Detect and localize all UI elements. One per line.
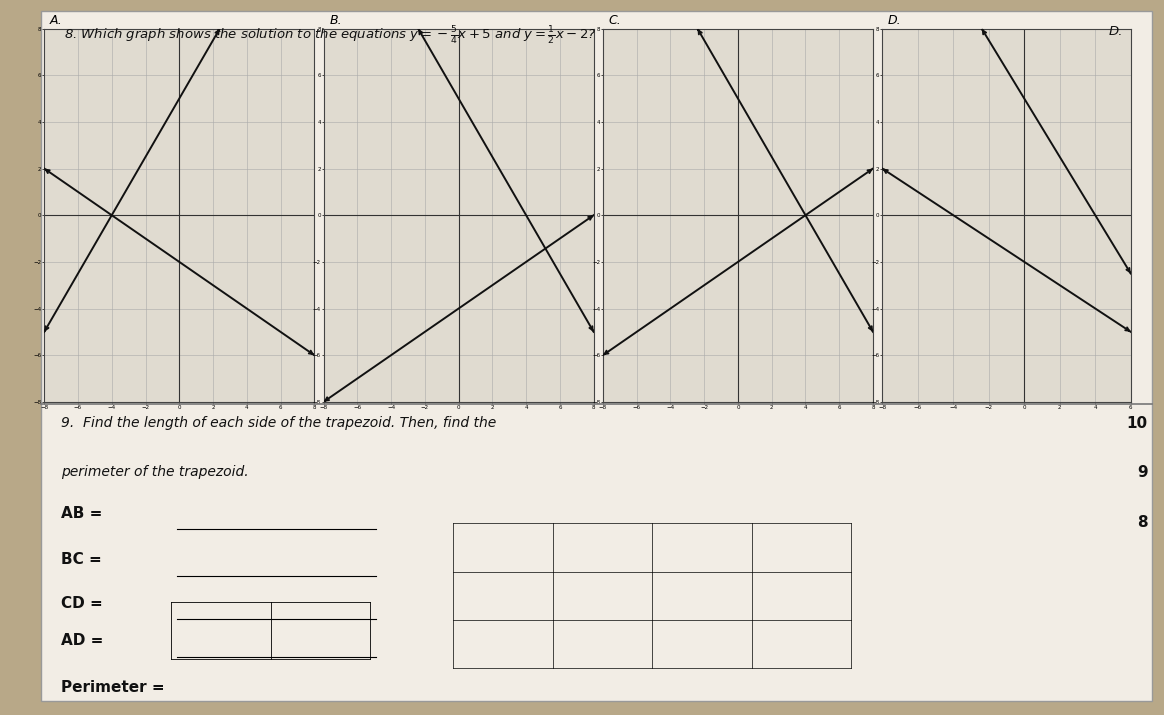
Text: B.: B.	[329, 14, 342, 27]
Text: BC =: BC =	[61, 552, 101, 567]
Text: C.: C.	[609, 14, 622, 27]
Text: 8. Which graph shows the solution to the equations $y = -\frac{5}{4}x + 5$ and $: 8. Which graph shows the solution to the…	[64, 25, 597, 47]
Text: 9.  Find the length of each side of the trapezoid. Then, find the: 9. Find the length of each side of the t…	[61, 416, 496, 430]
Text: D.: D.	[1109, 25, 1123, 38]
Text: 10: 10	[1127, 416, 1148, 431]
Text: CD =: CD =	[61, 596, 102, 611]
Text: 8: 8	[1137, 515, 1148, 530]
Text: perimeter of the trapezoid.: perimeter of the trapezoid.	[61, 465, 248, 480]
Text: AD =: AD =	[61, 633, 104, 649]
Text: D.: D.	[888, 14, 902, 27]
Text: A.: A.	[50, 14, 63, 27]
Text: AB =: AB =	[61, 506, 102, 521]
Text: Perimeter =: Perimeter =	[61, 680, 164, 695]
Text: 9: 9	[1137, 465, 1148, 480]
